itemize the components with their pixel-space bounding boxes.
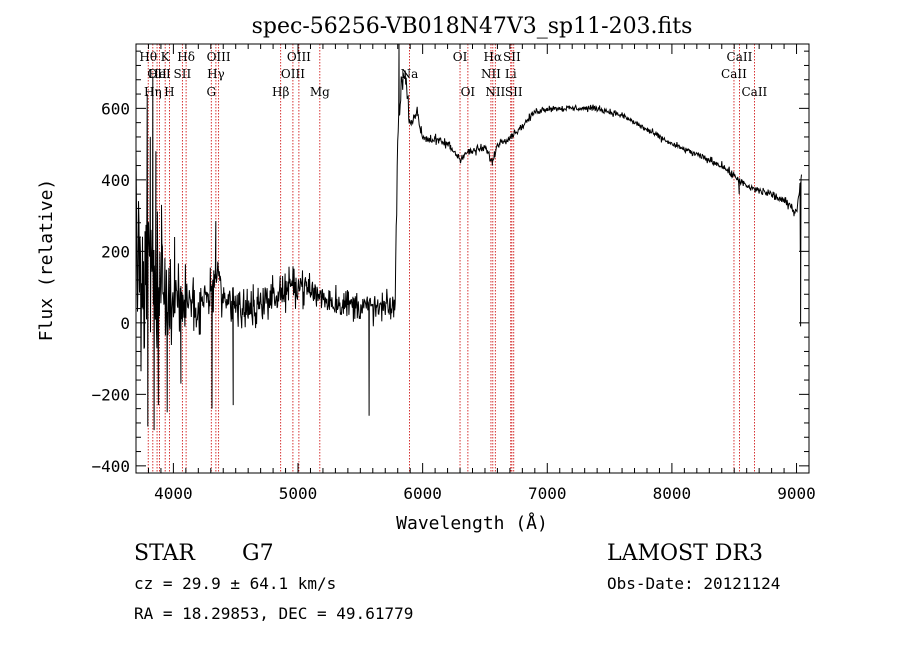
marker-label: Mg: [310, 85, 330, 99]
marker-label: SII: [503, 50, 521, 64]
marker-label: Hγ: [207, 67, 225, 81]
x-axis-ticks: 4000 5000 6000 7000 8000 9000: [135, 44, 816, 503]
obs-date-line: Obs-Date: 20121124: [607, 574, 780, 593]
x-tick-label: 8000: [653, 484, 692, 503]
marker-label: SII: [505, 85, 523, 99]
marker-label: K: [161, 50, 171, 64]
survey-name: LAMOST DR3: [607, 541, 763, 566]
line-markers-group: [147, 44, 755, 473]
y-axis-ticks: −400 −200 0 200 400 600: [91, 50, 809, 476]
y-tick-label: −200: [91, 385, 130, 404]
marker-label: HeI: [148, 67, 171, 81]
x-tick-label: 9000: [777, 484, 816, 503]
x-tick-label: 7000: [528, 484, 567, 503]
x-axis-label: Wavelength (Å): [396, 512, 548, 534]
marker-label: OIII: [287, 50, 311, 64]
marker-label: OII: [147, 67, 167, 81]
spectrum-line: [135, 43, 802, 431]
spectral-subclass: G7: [242, 541, 274, 566]
marker-label: OI: [453, 50, 468, 64]
line-marker-labels-group: HθHηOIIHeIKHSIIHδGHγOIIIHβOIIIOIIIMgNaOI…: [139, 50, 767, 99]
marker-label: NII: [481, 67, 501, 81]
marker-label: SII: [174, 67, 192, 81]
plot-frame: [135, 43, 810, 474]
marker-label: Hθ: [139, 50, 157, 64]
chart-title: spec-56256-VB018N47V3_sp11-203.fits: [252, 14, 693, 39]
y-tick-label: 400: [101, 171, 130, 190]
marker-label: G: [206, 85, 216, 99]
y-tick-label: 200: [101, 242, 130, 261]
marker-label: OIII: [207, 50, 231, 64]
y-axis-label: Flux (relative): [36, 179, 57, 342]
marker-label: Li: [505, 67, 517, 81]
marker-label: Hβ: [272, 85, 289, 99]
redshift-line: cz = 29.9 ± 64.1 km/s: [134, 574, 336, 593]
marker-label: CaII: [721, 67, 747, 81]
marker-label: Hα: [484, 50, 503, 64]
x-tick-label: 5000: [279, 484, 318, 503]
marker-label: NII: [485, 85, 505, 99]
marker-label: OIII: [281, 67, 305, 81]
marker-label: OI: [461, 85, 476, 99]
y-tick-label: 0: [120, 314, 130, 333]
x-tick-label: 4000: [154, 484, 193, 503]
marker-label: CaII: [741, 85, 767, 99]
y-tick-label: −400: [91, 457, 130, 476]
x-tick-label: 6000: [403, 484, 442, 503]
coordinates-line: RA = 18.29853, DEC = 49.61779: [134, 604, 413, 623]
marker-label: CaII: [727, 50, 753, 64]
marker-label: H: [164, 85, 174, 99]
object-type: STAR: [134, 541, 196, 566]
y-tick-label: 600: [101, 99, 130, 118]
marker-label: Hδ: [177, 50, 195, 64]
